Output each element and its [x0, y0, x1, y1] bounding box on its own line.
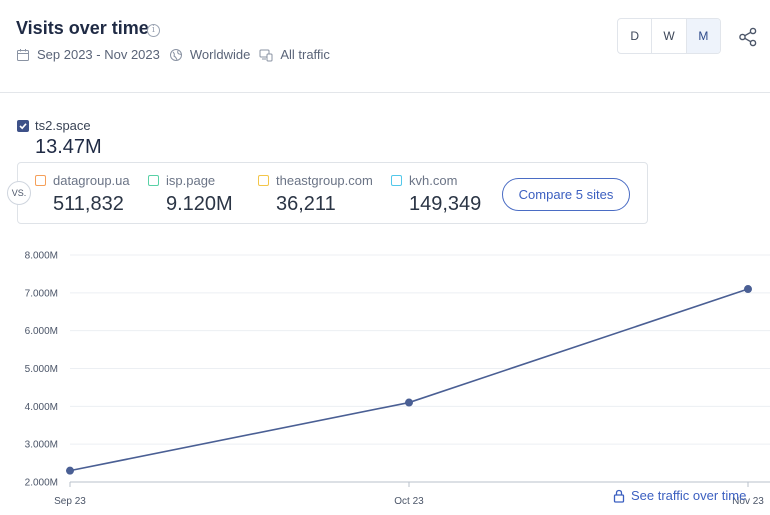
- data-point: [405, 398, 413, 407]
- competitor-checkbox[interactable]: [391, 175, 402, 186]
- x-tick-label: Oct 23: [394, 496, 424, 507]
- competitor-item[interactable]: kvh.com 149,349: [391, 173, 481, 216]
- y-tick-label: 4.000M: [25, 402, 58, 413]
- share-icon[interactable]: [738, 27, 758, 47]
- period-week-button[interactable]: W: [652, 19, 687, 53]
- page-title: Visits over time: [16, 18, 149, 38]
- period-month-button[interactable]: M: [686, 19, 720, 53]
- competitor-name: isp.page: [166, 173, 216, 188]
- competitor-checkbox[interactable]: [148, 175, 159, 186]
- see-traffic-label: See traffic over time: [631, 488, 747, 503]
- header-divider: [0, 92, 770, 93]
- data-point: [744, 285, 752, 294]
- competitor-value: 511,832: [53, 193, 124, 215]
- info-icon[interactable]: i: [147, 24, 160, 37]
- y-tick-label: 8.000M: [25, 251, 58, 262]
- y-tick-label: 2.000M: [25, 478, 58, 489]
- date-range[interactable]: Sep 2023 - Nov 2023: [37, 47, 160, 62]
- period-toggle: D W M: [617, 18, 721, 54]
- competitor-checkbox[interactable]: [35, 175, 46, 186]
- competitor-item[interactable]: theastgroup.com 36,211: [258, 173, 373, 216]
- competitor-checkbox[interactable]: [258, 175, 269, 186]
- y-tick-label: 5.000M: [25, 364, 58, 375]
- lock-icon: [613, 489, 625, 503]
- competitor-value: 36,211: [276, 193, 336, 215]
- see-traffic-link[interactable]: See traffic over time: [613, 488, 746, 503]
- x-tick-label: Nov 23: [732, 496, 764, 507]
- checkmark-icon: [19, 123, 27, 130]
- competitor-item[interactable]: datagroup.ua 511,832: [35, 173, 130, 216]
- data-point: [66, 466, 74, 475]
- devices-icon: [259, 49, 273, 61]
- competitor-name: theastgroup.com: [276, 173, 373, 188]
- filters-bar: Sep 2023 - Nov 2023 Worldwide All traffi…: [16, 47, 339, 62]
- region[interactable]: Worldwide: [189, 47, 251, 62]
- y-tick-label: 7.000M: [25, 288, 58, 299]
- competitor-item[interactable]: isp.page 9.120M: [148, 173, 233, 216]
- competitor-name: kvh.com: [409, 173, 458, 188]
- competitor-value: 9.120M: [166, 193, 233, 215]
- y-tick-label: 6.000M: [25, 326, 58, 337]
- main-site-value: 13.47M: [35, 136, 102, 158]
- compare-sites-button[interactable]: Compare 5 sites: [502, 178, 630, 211]
- series-line: [69, 288, 749, 472]
- calendar-icon: [17, 48, 29, 61]
- y-tick-label: 3.000M: [25, 440, 58, 451]
- period-day-button[interactable]: D: [618, 19, 653, 53]
- main-site-checkbox[interactable]: [17, 120, 29, 132]
- traffic-type[interactable]: All traffic: [280, 47, 330, 62]
- x-tick-label: Sep 23: [54, 496, 86, 507]
- globe-icon: [169, 48, 182, 61]
- competitor-value: 149,349: [409, 193, 482, 215]
- main-site-name: ts2.space: [35, 118, 91, 133]
- vs-badge: VS.: [7, 181, 31, 205]
- visits-line-chart: 2.000M 3.000M 4.000M 5.000M 6.000M 7.000M 8.00…: [25, 251, 770, 507]
- competitor-name: datagroup.ua: [53, 173, 130, 188]
